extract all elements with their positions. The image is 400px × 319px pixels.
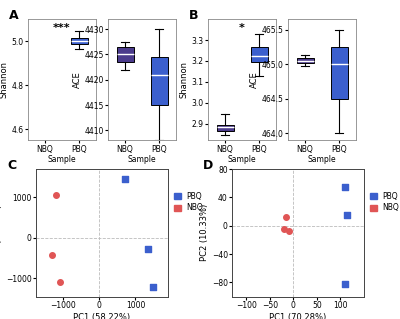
- PathPatch shape: [150, 57, 168, 105]
- Y-axis label: PC2 (38.58%): PC2 (38.58%): [0, 204, 3, 262]
- Text: ***: ***: [53, 23, 71, 33]
- Point: [150, 284, 156, 289]
- Point: [285, 229, 292, 234]
- Point: [344, 212, 351, 218]
- Text: D: D: [203, 159, 213, 172]
- X-axis label: Sample: Sample: [48, 155, 76, 164]
- PathPatch shape: [296, 58, 314, 63]
- PathPatch shape: [116, 47, 134, 62]
- PathPatch shape: [70, 38, 88, 44]
- X-axis label: Sample: Sample: [308, 155, 336, 164]
- X-axis label: Sample: Sample: [228, 155, 256, 164]
- Y-axis label: Shannon: Shannon: [180, 61, 189, 98]
- PathPatch shape: [216, 125, 234, 131]
- Point: [283, 215, 290, 220]
- Point: [122, 177, 128, 182]
- X-axis label: PC1 (70.28%): PC1 (70.28%): [269, 313, 327, 319]
- Text: B: B: [189, 10, 198, 22]
- Y-axis label: PC2 (10.33%): PC2 (10.33%): [200, 204, 209, 262]
- X-axis label: PC1 (58.22%): PC1 (58.22%): [74, 313, 130, 319]
- Y-axis label: Shannon: Shannon: [0, 61, 9, 98]
- PathPatch shape: [250, 47, 268, 62]
- PathPatch shape: [36, 146, 54, 147]
- Point: [342, 281, 348, 286]
- Point: [145, 247, 151, 252]
- Legend: PBQ, NBQ: PBQ, NBQ: [174, 192, 204, 212]
- Point: [53, 193, 59, 198]
- Y-axis label: ACE: ACE: [250, 71, 259, 88]
- Text: A: A: [9, 10, 18, 22]
- Text: C: C: [7, 159, 16, 172]
- PathPatch shape: [330, 47, 348, 99]
- Y-axis label: ACE: ACE: [72, 71, 82, 88]
- Legend: PBQ, NBQ: PBQ, NBQ: [370, 192, 400, 212]
- Point: [281, 227, 287, 232]
- Text: *: *: [239, 23, 245, 33]
- Point: [342, 184, 348, 189]
- Point: [49, 252, 56, 257]
- Point: [56, 280, 63, 285]
- X-axis label: Sample: Sample: [128, 155, 156, 164]
